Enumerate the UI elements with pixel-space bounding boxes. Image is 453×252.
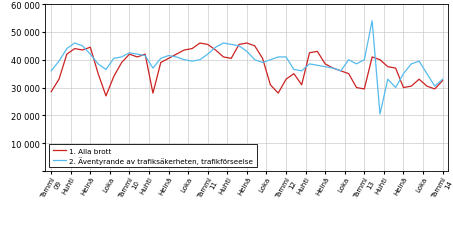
1. Alla brott	[346, 73, 352, 76]
2. Äventyrande av trafiksäkerheten, trafikförseelse	[173, 56, 179, 59]
Line: 1. Alla brott: 1. Alla brott	[51, 44, 443, 97]
2. Äventyrande av trafiksäkerheten, trafikförseelse	[166, 55, 171, 58]
1. Alla brott	[182, 49, 187, 52]
Legend: 1. Alla brott, 2. Äventyrande av trafiksäkerheten, trafikförseelse: 1. Alla brott, 2. Äventyrande av trafiks…	[49, 145, 257, 168]
2. Äventyrande av trafiksäkerheten, trafikförseelse	[377, 113, 383, 116]
1. Alla brott	[197, 42, 202, 45]
1. Alla brott	[48, 91, 54, 94]
1. Alla brott	[440, 80, 445, 83]
2. Äventyrande av trafiksäkerheten, trafikförseelse	[432, 85, 438, 88]
2. Äventyrande av trafiksäkerheten, trafikförseelse	[330, 67, 336, 70]
1. Alla brott	[432, 88, 438, 91]
1. Alla brott	[142, 53, 148, 56]
2. Äventyrande av trafiksäkerheten, trafikförseelse	[48, 70, 54, 73]
2. Äventyrande av trafiksäkerheten, trafikförseelse	[307, 63, 312, 66]
1. Alla brott	[323, 63, 328, 66]
Line: 2. Äventyrande av trafiksäkerheten, trafikförseelse: 2. Äventyrande av trafiksäkerheten, tra…	[51, 22, 443, 114]
1. Alla brott	[173, 53, 179, 56]
2. Äventyrande av trafiksäkerheten, trafikförseelse	[135, 53, 140, 56]
2. Äventyrande av trafiksäkerheten, trafikförseelse	[440, 78, 445, 81]
1. Alla brott	[103, 95, 109, 98]
2. Äventyrande av trafiksäkerheten, trafikförseelse	[370, 20, 375, 23]
